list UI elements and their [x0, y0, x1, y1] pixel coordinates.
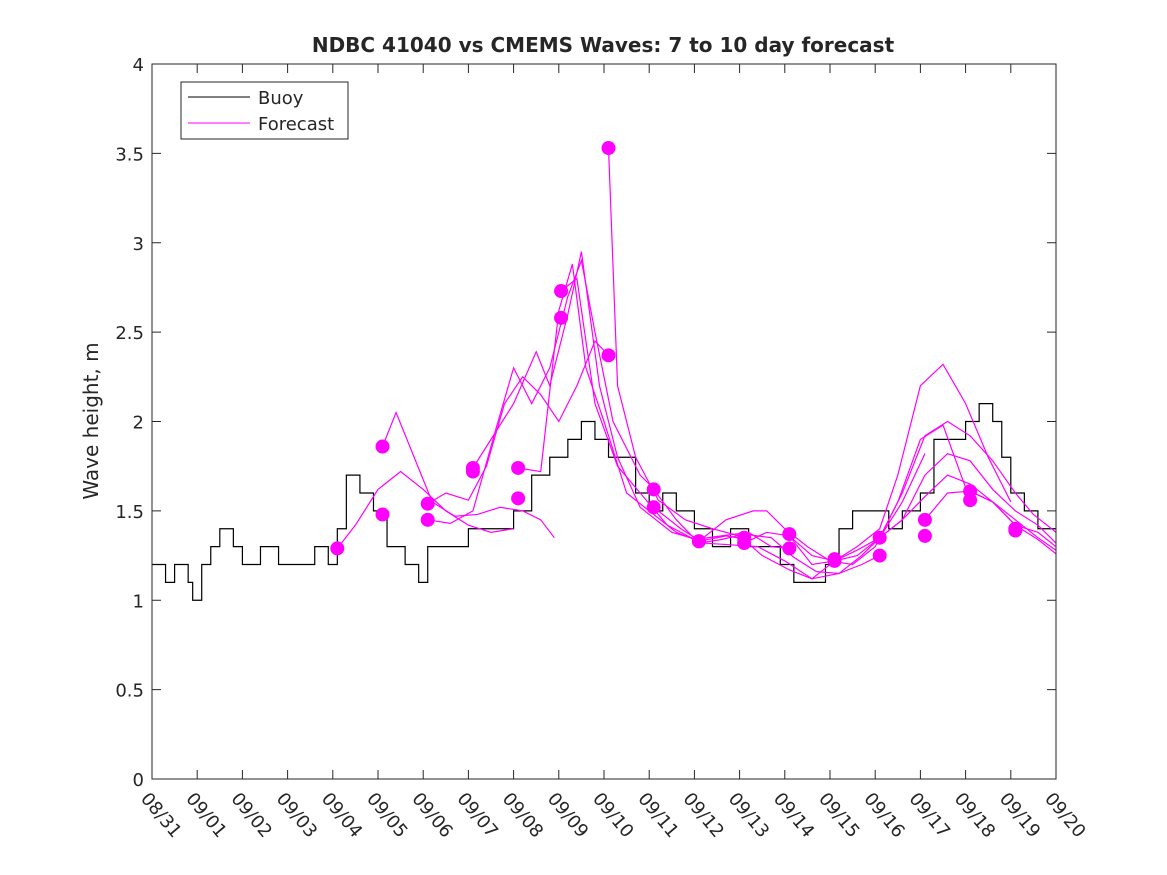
forecast-marker — [782, 541, 797, 556]
x-tick-label: 09/01 — [181, 789, 230, 842]
legend-box — [180, 81, 349, 140]
x-tick-label: 09/18 — [950, 789, 999, 842]
chart-title: NDBC 41040 vs CMEMS Waves: 7 to 10 day f… — [312, 33, 895, 57]
y-axis-label: Wave height, m — [79, 342, 103, 499]
forecast-marker — [420, 496, 435, 511]
forecast-marker — [646, 500, 661, 515]
forecast-run-6 — [518, 264, 749, 542]
forecast-marker — [917, 528, 932, 543]
legend: Buoy Forecast — [180, 81, 349, 140]
forecast-series — [336, 147, 1056, 580]
y-tick-label: 0 — [133, 770, 144, 791]
x-tick-label: 09/06 — [407, 789, 456, 842]
forecast-marker — [511, 491, 526, 506]
x-tick-label: 09/04 — [317, 789, 366, 842]
forecast-marker — [872, 530, 887, 545]
buoy-line — [152, 403, 1056, 601]
forecast-marker — [375, 507, 390, 522]
forecast-marker — [601, 348, 616, 363]
forecast-run-1 — [336, 470, 514, 549]
buoy-series — [152, 403, 1056, 601]
forecast-run-15 — [879, 474, 1056, 548]
forecast-marker — [646, 482, 661, 497]
forecast-marker — [737, 536, 752, 551]
forecast-marker — [554, 310, 569, 325]
forecast-marker — [601, 141, 616, 156]
x-tick-label: 09/09 — [543, 789, 592, 842]
x-tick-label: 09/14 — [769, 789, 818, 842]
x-tick-label: 09/17 — [905, 789, 954, 842]
y-tick-label: 4 — [133, 55, 144, 76]
forecast-run-8 — [607, 147, 835, 580]
y-tick-label: 3.5 — [115, 144, 144, 165]
x-tick-label: 09/13 — [724, 789, 773, 842]
x-tick-label: 09/20 — [1040, 789, 1089, 842]
x-tick-label: 09/15 — [814, 789, 863, 842]
forecast-marker — [554, 284, 569, 299]
y-tick-label: 2 — [133, 413, 144, 434]
forecast-marker — [963, 493, 978, 508]
x-tick-label: 09/10 — [588, 789, 637, 842]
forecast-marker — [511, 460, 526, 475]
forecast-marker — [691, 534, 706, 549]
x-tick-label: 09/05 — [362, 789, 411, 842]
y-tick-label: 3 — [133, 234, 144, 255]
y-tick-label: 0.5 — [115, 681, 144, 702]
forecast-marker — [917, 512, 932, 527]
x-tick-label: 09/03 — [272, 789, 321, 842]
x-tick-label: 09/07 — [453, 789, 502, 842]
forecast-marker — [827, 552, 842, 567]
x-tick-label: 09/08 — [498, 789, 547, 842]
legend-label-forecast: Forecast — [258, 114, 334, 135]
forecast-marker — [330, 541, 345, 556]
x-tick-label: 09/11 — [633, 789, 682, 842]
x-tick-label: 09/12 — [679, 789, 728, 842]
forecast-marker — [420, 512, 435, 527]
legend-label-buoy: Buoy — [258, 88, 304, 109]
y-tick-label: 1 — [133, 591, 144, 612]
forecast-run-2 — [381, 410, 555, 539]
forecast-marker — [1008, 523, 1023, 538]
forecast-run-14 — [834, 452, 1056, 562]
forecast-marker — [375, 439, 390, 454]
y-ticks: 0 0.5 1 1.5 2 2.5 3 3.5 4 — [115, 55, 1056, 791]
forecast-marker — [465, 464, 480, 479]
forecast-run-4 — [427, 258, 659, 525]
y-tick-label: 1.5 — [115, 502, 144, 523]
forecast-run-9 — [653, 489, 880, 575]
x-tick-label: 09/19 — [995, 789, 1044, 842]
x-tick-label: 09/02 — [227, 789, 276, 842]
x-tick-label: 08/31 — [136, 789, 185, 842]
forecast-run-3 — [427, 339, 609, 505]
y-tick-label: 2.5 — [115, 323, 144, 344]
forecast-run-7 — [560, 277, 790, 550]
x-tick-label: 09/16 — [859, 789, 908, 842]
forecast-markers — [330, 141, 1023, 568]
forecast-marker — [782, 527, 797, 542]
forecast-marker — [872, 548, 887, 563]
